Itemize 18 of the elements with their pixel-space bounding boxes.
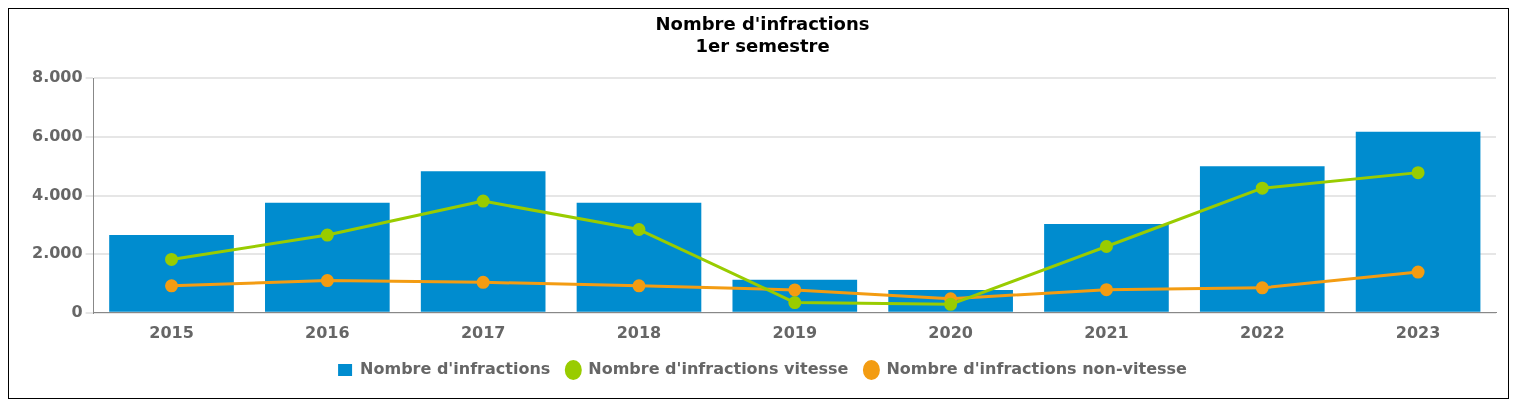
y-tick-label: 4.000 [32,184,83,204]
x-tick-label: 2015 [149,322,194,342]
y-tick-label: 6.000 [32,126,83,146]
y-tick-label: 2.000 [32,243,83,263]
x-tick-label: 2020 [928,322,973,342]
x-tick-label: 2018 [616,322,662,342]
y-tick-label: 0 [71,301,83,321]
x-tick-label: 2021 [1084,322,1129,342]
chart-title: Nombre d'infractions 1er semestre [655,13,870,57]
legend-label: Nombre d'infractions vitesse [588,359,849,379]
y-tick-label: 8.000 [32,67,83,87]
legend-label: Nombre d'infractions [360,359,551,379]
x-tick-label: 2023 [1395,322,1441,342]
x-tick-label: 2022 [1240,322,1285,342]
legend-label: Nombre d'infractions non-vitesse [886,359,1188,379]
x-tick-label: 2017 [460,322,506,342]
x-tick-label: 2016 [305,322,350,342]
x-tick-label: 2019 [772,322,818,342]
